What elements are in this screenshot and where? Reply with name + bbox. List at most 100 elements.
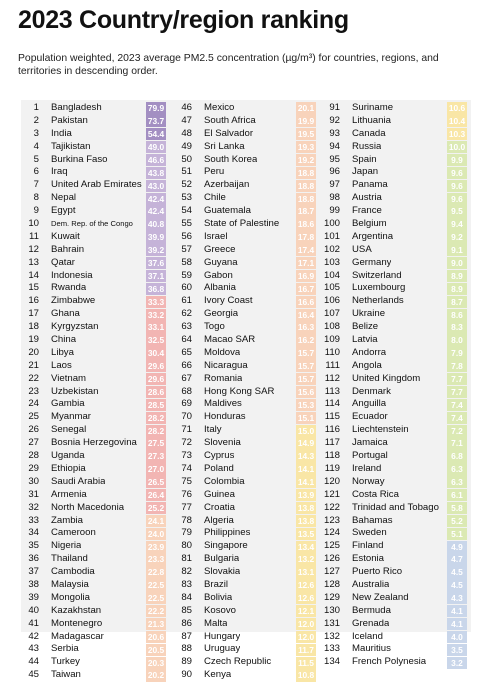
pm25-value: 25.2 <box>146 501 166 515</box>
country-name: Tajikistan <box>51 140 91 152</box>
pm25-value: 8.3 <box>447 321 467 334</box>
pm25-value: 7.7 <box>447 373 467 386</box>
country-name: Andorra <box>352 346 387 358</box>
rank-number: 71 <box>181 424 192 436</box>
pm25-value: 10.4 <box>447 115 467 128</box>
country-name: Czech Republic <box>204 656 272 668</box>
table-row: 40 Kazakhstan 22.2 <box>23 605 166 618</box>
pm25-value: 13.9 <box>296 489 316 502</box>
table-row: 44 Turkey 20.3 <box>23 656 166 669</box>
pm25-value: 13.8 <box>296 501 316 515</box>
pm25-value: 9.2 <box>447 231 467 244</box>
pm25-value: 3.2 <box>447 656 467 669</box>
pm25-value: 22.8 <box>146 566 166 579</box>
country-name: Philippines <box>204 527 251 539</box>
pm25-value: 26.5 <box>146 476 166 489</box>
rank-number: 120 <box>324 475 341 487</box>
table-row: 97 Panama 9.6 <box>324 179 467 192</box>
table-row: 90 Kenya 10.8 <box>176 669 316 682</box>
rank-number: 62 <box>181 308 192 320</box>
table-row: 32 North Macedonia 25.2 <box>23 502 166 515</box>
country-name: United Kingdom <box>352 372 421 384</box>
table-row: 1 Bangladesh 79.9 <box>23 102 166 115</box>
table-row: 126 Estonia 4.7 <box>324 553 467 566</box>
table-row: 47 South Africa 19.9 <box>176 115 316 128</box>
rank-number: 111 <box>325 359 340 371</box>
country-name: Austria <box>352 192 382 204</box>
country-name: Argentina <box>352 230 394 242</box>
table-row: 114 Anguilla 7.4 <box>324 398 467 412</box>
pm25-value: 18.8 <box>296 192 316 205</box>
country-name: Ivory Coast <box>204 295 253 307</box>
pm25-value: 20.5 <box>146 643 166 656</box>
rank-number: 66 <box>181 359 192 371</box>
rank-number: 129 <box>324 591 341 603</box>
pm25-value: 73.7 <box>146 115 166 128</box>
pm25-value: 16.2 <box>296 334 316 347</box>
pm25-value: 20.1 <box>296 102 316 115</box>
table-row: 68 Hong Kong SAR 15.6 <box>176 386 316 399</box>
country-name: Spain <box>352 153 377 165</box>
country-name: Honduras <box>204 411 246 423</box>
table-row: 25 Myanmar 28.2 <box>23 411 166 424</box>
rank-number: 126 <box>324 553 341 565</box>
country-name: Bangladesh <box>51 102 102 113</box>
rank-number: 118 <box>324 450 340 462</box>
table-row: 110 Andorra 7.9 <box>324 347 467 360</box>
pm25-value: 7.2 <box>447 424 467 437</box>
country-name: Ethiopia <box>51 462 86 474</box>
table-row: 53 Chile 18.8 <box>176 192 316 205</box>
country-name: Serbia <box>51 643 79 655</box>
pm25-value: 40.8 <box>146 218 166 231</box>
country-name: Iraq <box>51 166 68 178</box>
country-name: Singapore <box>204 540 248 552</box>
table-row: 41 Montenegro 21.3 <box>23 618 166 631</box>
rank-number: 133 <box>324 643 341 655</box>
rank-number: 48 <box>181 127 192 139</box>
pm25-value: 37.6 <box>146 256 166 270</box>
pm25-value: 36.8 <box>146 282 166 296</box>
rank-number: 107 <box>324 308 341 320</box>
pm25-value: 15.6 <box>296 385 316 399</box>
rank-number: 105 <box>324 282 341 294</box>
pm25-value: 6.1 <box>447 489 467 502</box>
rank-number: 122 <box>324 501 341 513</box>
table-row: 20 Libya 30.4 <box>23 347 166 360</box>
table-row: 111 Angola 7.8 <box>324 360 467 373</box>
rank-number: 4 <box>33 140 39 152</box>
pm25-value: 32.5 <box>146 334 166 347</box>
country-name: Brazil <box>204 578 228 590</box>
pm25-value: 22.5 <box>146 579 166 592</box>
country-name: Libya <box>51 346 74 358</box>
table-row: 6 Iraq 43.8 <box>23 166 166 180</box>
rank-number: 80 <box>181 540 192 552</box>
country-name: South Korea <box>204 153 258 165</box>
country-name: Dem. Rep. of the Congo <box>51 219 133 229</box>
country-name: Bermuda <box>352 604 391 616</box>
rank-number: 72 <box>181 437 192 449</box>
table-row: 64 Macao SAR 16.2 <box>176 334 316 347</box>
pm25-value: 13.8 <box>296 514 316 528</box>
country-name: Belgium <box>352 218 387 230</box>
pm25-value: 9.0 <box>447 256 467 270</box>
country-name: Uganda <box>51 450 85 462</box>
pm25-value: 20.3 <box>146 656 166 669</box>
table-row: 107 Ukraine 8.6 <box>324 308 467 321</box>
rank-number: 18 <box>28 321 39 333</box>
pm25-value: 22.5 <box>146 592 166 605</box>
table-row: 2 Pakistan 73.7 <box>23 115 166 128</box>
table-row: 48 El Salvador 19.5 <box>176 128 316 141</box>
pm25-value: 9.6 <box>447 192 467 205</box>
table-row: 5 Burkina Faso 46.6 <box>23 154 166 167</box>
rank-number: 29 <box>28 462 39 474</box>
table-row: 22 Vietnam 29.6 <box>23 373 166 386</box>
rank-number: 132 <box>324 630 341 642</box>
country-name: Bolivia <box>204 591 233 603</box>
pm25-value: 6.8 <box>447 450 467 463</box>
pm25-value: 39.2 <box>146 244 166 257</box>
country-name: Moldova <box>204 346 241 358</box>
pm25-value: 19.3 <box>296 140 316 154</box>
country-name: Liechtenstein <box>352 424 409 436</box>
rank-number: 82 <box>181 566 192 578</box>
pm25-value: 12.6 <box>296 592 316 605</box>
